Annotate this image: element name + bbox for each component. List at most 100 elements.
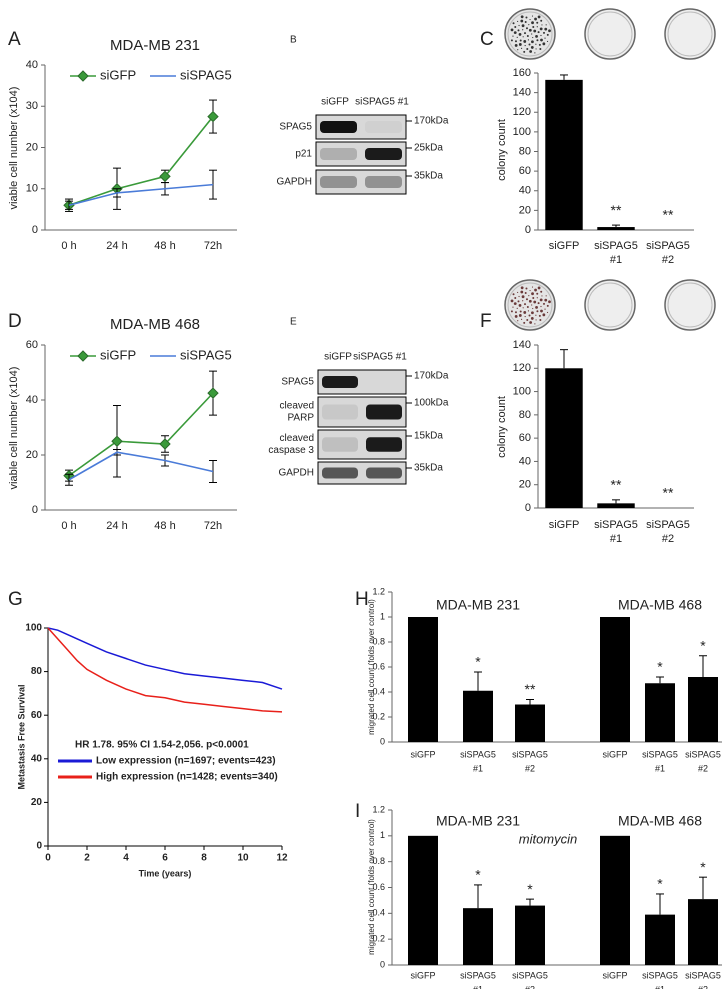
colony (533, 29, 537, 33)
colony (540, 305, 542, 308)
panel-letter: D (8, 311, 22, 332)
marker (77, 350, 89, 362)
protein-label: SPAG5 (281, 377, 314, 388)
x-tick-label: 48 h (154, 520, 175, 532)
y-tick-label: 20 (26, 141, 38, 153)
x-tick-label: #2 (525, 984, 535, 989)
x-tick-label: siGFP (549, 240, 580, 252)
bar (515, 704, 545, 742)
colony (544, 308, 546, 310)
band (320, 148, 357, 160)
lane-label: siGFP (321, 97, 349, 108)
protein-label: GAPDH (276, 177, 312, 188)
colony (518, 304, 522, 307)
colony (517, 300, 520, 303)
dish (584, 279, 636, 331)
y-tick-label: 140 (513, 339, 531, 351)
x-tick-label: siSPAG5 (685, 970, 721, 980)
significance: * (527, 881, 533, 897)
y-tick-label: 20 (31, 797, 43, 808)
colony (540, 34, 542, 37)
colony (533, 300, 537, 304)
bar (688, 899, 718, 965)
colony (527, 310, 530, 312)
colony (539, 27, 543, 31)
y-tick-label: 100 (513, 126, 531, 138)
x-tick-label: siSPAG5 (646, 519, 690, 531)
dish (664, 8, 716, 60)
colony (536, 310, 539, 313)
y-tick-label: 0 (525, 224, 531, 236)
size-marker: 100kDa (414, 398, 449, 409)
y-tick-label: 40 (31, 753, 43, 764)
group-title: MDA-MB 468 (618, 813, 702, 829)
y-tick-label: 60 (31, 710, 43, 721)
y-tick-label: 0 (380, 959, 385, 969)
colony (537, 15, 541, 19)
marker (77, 70, 89, 82)
dish-inner (507, 282, 553, 328)
y-tick-label: 60 (519, 432, 531, 444)
colony (534, 288, 537, 292)
band (366, 404, 402, 420)
colony (518, 295, 520, 298)
y-tick-label: 0.6 (372, 882, 385, 892)
lane-label: siSPAG5 #1 (355, 97, 409, 108)
x-tick-label: #2 (662, 533, 674, 545)
bar (645, 914, 675, 965)
y-tick-label: 80 (519, 409, 531, 421)
significance: ** (525, 681, 536, 697)
colony (523, 311, 527, 314)
colony (523, 50, 526, 53)
colony (539, 298, 543, 302)
colony (534, 323, 536, 325)
size-marker: 35kDa (414, 463, 443, 474)
colony (531, 40, 534, 44)
protein-label: GAPDH (278, 468, 314, 479)
y-tick-label: 0.6 (372, 661, 385, 671)
colony (517, 29, 520, 32)
y-axis-label: colony count (496, 396, 508, 458)
dish-inner (667, 11, 713, 57)
colony (546, 33, 549, 36)
colony (532, 25, 535, 28)
bar (515, 905, 545, 965)
bar (463, 908, 493, 965)
colony (526, 34, 529, 37)
y-tick-label: 1 (380, 611, 385, 621)
x-tick-label: #1 (473, 984, 483, 989)
x-tick-label: 8 (201, 853, 207, 864)
colony (518, 314, 522, 317)
y-tick-label: 30 (26, 100, 38, 112)
colony (537, 302, 540, 305)
y-axis-label: migrated cell count (folds over control) (367, 599, 376, 735)
survival-curve (47, 627, 283, 713)
significance: * (475, 867, 481, 883)
colony (528, 28, 532, 32)
colony (513, 302, 517, 306)
y-tick-label: 60 (519, 165, 531, 177)
y-tick-label: 0.2 (372, 711, 385, 721)
colony (540, 290, 543, 293)
y-tick-label: 0.8 (372, 856, 385, 866)
colony (516, 307, 518, 309)
x-tick-label: #2 (698, 984, 708, 989)
x-tick-label: #2 (662, 254, 674, 266)
dish (664, 279, 716, 331)
colony (545, 24, 547, 26)
series-line (68, 451, 214, 481)
colony (523, 40, 527, 43)
panel-letter: F (480, 311, 492, 332)
colony (536, 26, 538, 28)
bar (597, 503, 635, 508)
colony (521, 295, 525, 299)
series-line (68, 116, 214, 207)
colony (514, 311, 517, 314)
colony (531, 15, 534, 17)
y-tick-label: 0.4 (372, 908, 385, 918)
y-tick-label: 1 (380, 830, 385, 840)
x-tick-label: siSPAG5 (460, 749, 496, 759)
y-tick-label: 40 (26, 59, 38, 71)
colony (513, 31, 517, 35)
